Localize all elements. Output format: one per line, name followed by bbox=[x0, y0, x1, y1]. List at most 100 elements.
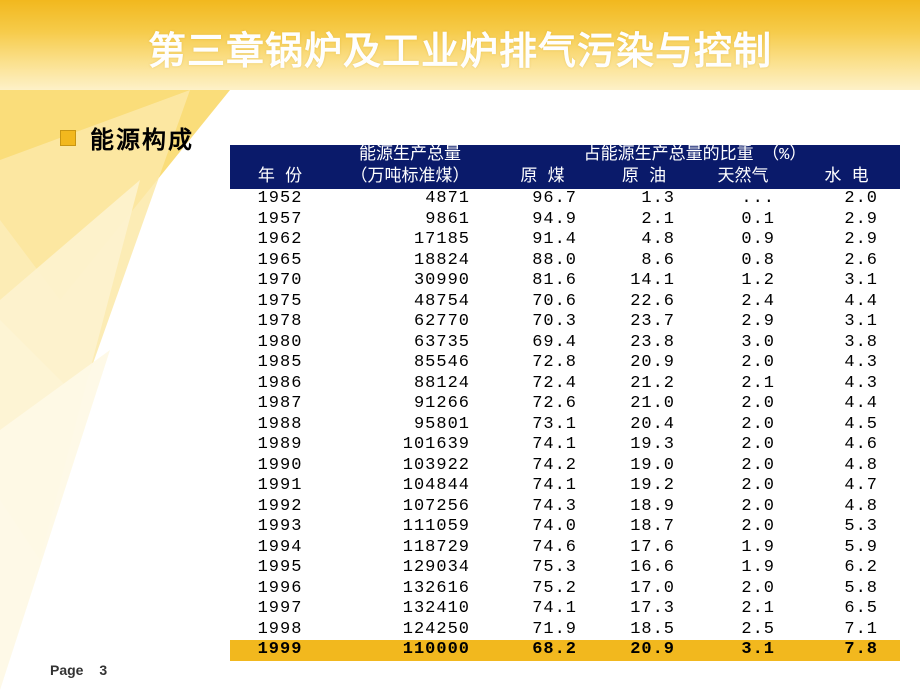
cell-hydro: 4.4 bbox=[793, 292, 900, 313]
cell-total: 129034 bbox=[330, 558, 490, 579]
cell-gas: 2.0 bbox=[693, 435, 793, 456]
cell-year: 1952 bbox=[230, 189, 330, 210]
cell-coal: 68.2 bbox=[490, 640, 595, 661]
cell-year: 1999 bbox=[230, 640, 330, 661]
table-row: 19786277070.323.72.93.1 bbox=[230, 312, 900, 333]
cell-total: 95801 bbox=[330, 415, 490, 436]
cell-year: 1994 bbox=[230, 538, 330, 559]
th-oil: 原 油 bbox=[595, 167, 693, 189]
th-year-blank bbox=[230, 145, 330, 167]
cell-hydro: 6.5 bbox=[793, 599, 900, 620]
cell-coal: 81.6 bbox=[490, 271, 595, 292]
cell-hydro: 4.8 bbox=[793, 497, 900, 518]
cell-year: 1992 bbox=[230, 497, 330, 518]
cell-coal: 70.6 bbox=[490, 292, 595, 313]
cell-coal: 75.2 bbox=[490, 579, 595, 600]
cell-year: 1991 bbox=[230, 476, 330, 497]
cell-coal: 74.2 bbox=[490, 456, 595, 477]
cell-gas: 2.0 bbox=[693, 579, 793, 600]
table-row: 1957986194.92.10.12.9 bbox=[230, 210, 900, 231]
table-row: 19703099081.614.11.23.1 bbox=[230, 271, 900, 292]
cell-gas: 2.4 bbox=[693, 292, 793, 313]
cell-gas: 0.1 bbox=[693, 210, 793, 231]
cell-year: 1990 bbox=[230, 456, 330, 477]
cell-year: 1985 bbox=[230, 353, 330, 374]
cell-year: 1965 bbox=[230, 251, 330, 272]
th-total-1: 能源生产总量 bbox=[330, 145, 490, 167]
cell-hydro: 3.1 bbox=[793, 271, 900, 292]
cell-gas: 2.0 bbox=[693, 476, 793, 497]
bullet-icon bbox=[60, 130, 76, 146]
cell-hydro: 2.0 bbox=[793, 189, 900, 210]
cell-total: 104844 bbox=[330, 476, 490, 497]
cell-coal: 72.6 bbox=[490, 394, 595, 415]
table-row: 19754875470.622.62.44.4 bbox=[230, 292, 900, 313]
cell-total: 101639 bbox=[330, 435, 490, 456]
cell-oil: 17.3 bbox=[595, 599, 693, 620]
th-coal: 原 煤 bbox=[490, 167, 595, 189]
cell-oil: 8.6 bbox=[595, 251, 693, 272]
cell-oil: 19.0 bbox=[595, 456, 693, 477]
table-header: 能源生产总量 占能源生产总量的比重 （%） 年 份 （万吨标准煤） 原 煤 原 … bbox=[230, 145, 900, 189]
table-row: 199411872974.617.61.95.9 bbox=[230, 538, 900, 559]
th-total-2: （万吨标准煤） bbox=[330, 167, 490, 189]
cell-year: 1986 bbox=[230, 374, 330, 395]
page-label: Page bbox=[50, 662, 83, 678]
cell-year: 1995 bbox=[230, 558, 330, 579]
cell-oil: 18.5 bbox=[595, 620, 693, 641]
cell-year: 1978 bbox=[230, 312, 330, 333]
cell-year: 1997 bbox=[230, 599, 330, 620]
cell-total: 107256 bbox=[330, 497, 490, 518]
cell-gas: 3.1 bbox=[693, 640, 793, 661]
table-row: 198910163974.119.32.04.6 bbox=[230, 435, 900, 456]
cell-oil: 20.4 bbox=[595, 415, 693, 436]
table-row: 199512903475.316.61.96.2 bbox=[230, 558, 900, 579]
cell-hydro: 4.8 bbox=[793, 456, 900, 477]
cell-hydro: 7.8 bbox=[793, 640, 900, 661]
cell-hydro: 2.9 bbox=[793, 210, 900, 231]
cell-total: 103922 bbox=[330, 456, 490, 477]
cell-coal: 96.7 bbox=[490, 189, 595, 210]
cell-gas: 3.0 bbox=[693, 333, 793, 354]
cell-hydro: 4.7 bbox=[793, 476, 900, 497]
cell-gas: 0.9 bbox=[693, 230, 793, 251]
cell-year: 1957 bbox=[230, 210, 330, 231]
cell-gas: 2.0 bbox=[693, 415, 793, 436]
cell-oil: 16.6 bbox=[595, 558, 693, 579]
cell-total: 132616 bbox=[330, 579, 490, 600]
cell-hydro: 4.6 bbox=[793, 435, 900, 456]
cell-total: 18824 bbox=[330, 251, 490, 272]
bullet-item: 能源构成 bbox=[60, 120, 194, 155]
cell-oil: 4.8 bbox=[595, 230, 693, 251]
cell-coal: 94.9 bbox=[490, 210, 595, 231]
cell-hydro: 5.8 bbox=[793, 579, 900, 600]
cell-year: 1998 bbox=[230, 620, 330, 641]
table-row: 199010392274.219.02.04.8 bbox=[230, 456, 900, 477]
cell-oil: 19.2 bbox=[595, 476, 693, 497]
cell-gas: 2.0 bbox=[693, 497, 793, 518]
cell-coal: 75.3 bbox=[490, 558, 595, 579]
cell-oil: 20.9 bbox=[595, 353, 693, 374]
table-body: 1952487196.71.3...2.01957986194.92.10.12… bbox=[230, 189, 900, 661]
cell-hydro: 2.9 bbox=[793, 230, 900, 251]
cell-coal: 88.0 bbox=[490, 251, 595, 272]
table-row: 199713241074.117.32.16.5 bbox=[230, 599, 900, 620]
cell-hydro: 5.9 bbox=[793, 538, 900, 559]
cell-year: 1962 bbox=[230, 230, 330, 251]
cell-oil: 21.0 bbox=[595, 394, 693, 415]
cell-gas: 2.5 bbox=[693, 620, 793, 641]
cell-coal: 74.6 bbox=[490, 538, 595, 559]
table-row: 19879126672.621.02.04.4 bbox=[230, 394, 900, 415]
table-row: 19889580173.120.42.04.5 bbox=[230, 415, 900, 436]
table-row: 19858554672.820.92.04.3 bbox=[230, 353, 900, 374]
cell-hydro: 4.3 bbox=[793, 374, 900, 395]
cell-total: 62770 bbox=[330, 312, 490, 333]
table-row: 199110484474.119.22.04.7 bbox=[230, 476, 900, 497]
cell-oil: 17.6 bbox=[595, 538, 693, 559]
cell-total: 91266 bbox=[330, 394, 490, 415]
page-number: 3 bbox=[99, 662, 107, 678]
cell-oil: 2.1 bbox=[595, 210, 693, 231]
cell-hydro: 4.5 bbox=[793, 415, 900, 436]
cell-hydro: 3.8 bbox=[793, 333, 900, 354]
cell-oil: 23.7 bbox=[595, 312, 693, 333]
